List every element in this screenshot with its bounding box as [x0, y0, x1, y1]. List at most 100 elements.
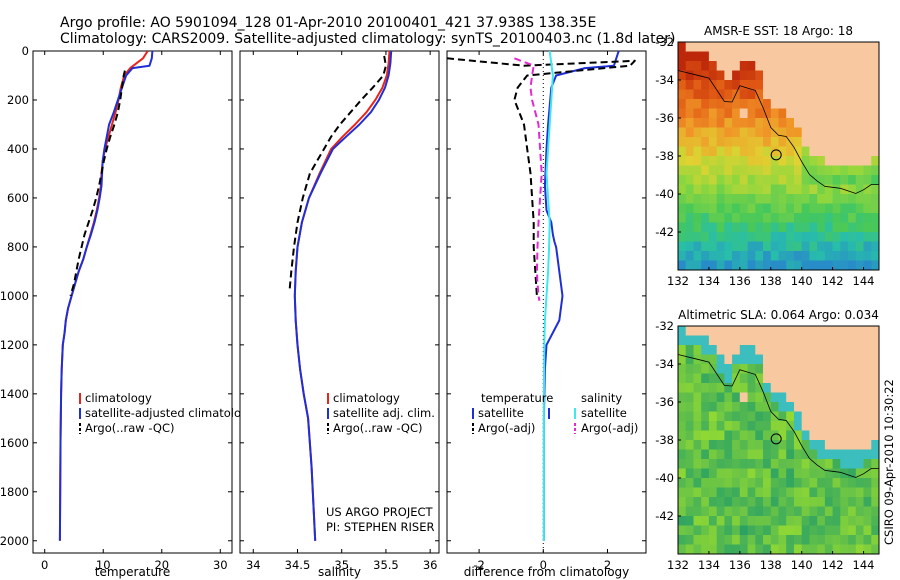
sla_map-cell — [786, 478, 795, 489]
sla_map-ytick-label--32: -32 — [655, 319, 674, 333]
sla_map-cell — [708, 383, 718, 394]
difference-xlabel: difference from climatology — [464, 565, 630, 579]
sla_map-cell — [817, 345, 826, 356]
sla_map-cell — [747, 459, 756, 470]
sla_map-cell — [708, 516, 718, 527]
sla_map-cell — [739, 383, 749, 394]
sla_map-cell — [701, 440, 710, 451]
sla_map-cell — [848, 525, 857, 536]
sla_map-cell — [848, 478, 857, 489]
sla_map-cell — [716, 478, 725, 489]
sla_map-cell — [832, 440, 841, 451]
sla_map-cell — [863, 430, 872, 441]
sla_map-cell — [778, 516, 787, 527]
sst_map-cell — [848, 156, 857, 167]
sla_map-cell — [817, 468, 826, 479]
sla_map-cell — [732, 326, 741, 337]
sla_map-cell — [863, 544, 872, 554]
sst_map-cell — [824, 156, 834, 167]
sst_map-cell — [840, 251, 849, 262]
sst_map-cell — [685, 127, 694, 138]
sla_map-cell — [739, 487, 749, 498]
sla_map-cell — [685, 354, 694, 365]
sst_map-cell — [817, 70, 826, 81]
sst_map-cell — [678, 61, 687, 72]
sst_map-cell — [809, 156, 818, 167]
sst_map-cell — [778, 232, 787, 243]
sst_map-cell — [747, 137, 756, 148]
sst_map-cell — [824, 232, 834, 243]
sla_map-cell — [739, 430, 749, 441]
sst_map-cell — [747, 70, 756, 81]
sla_map-cell — [848, 345, 857, 356]
sst_map-cell — [855, 260, 865, 270]
temperature-legend-label-0: climatology — [85, 391, 152, 405]
sst_map-cell — [786, 61, 795, 72]
sst_map-cell — [701, 80, 710, 91]
sst_map-cell — [724, 156, 733, 167]
sst_map-cell — [747, 260, 756, 270]
sla_map-cell — [716, 421, 725, 432]
sla_map-ytick-label--42: -42 — [655, 509, 674, 523]
sst_map-cell — [724, 146, 733, 157]
sst_map-cell — [801, 108, 810, 119]
sla_map-cell — [747, 449, 756, 460]
sla_map-cell — [863, 468, 872, 479]
sla_map-cell — [840, 497, 849, 508]
sst_map-cell — [778, 137, 787, 148]
sla_map-cell — [817, 402, 826, 413]
sla_map-cell — [724, 449, 733, 460]
sla_map-cell — [809, 373, 818, 384]
sst_map-cell — [840, 70, 849, 81]
sla_map-cell — [747, 430, 756, 441]
sla_map-cell — [855, 326, 865, 337]
sst_map-cell — [832, 118, 841, 129]
sst_map-cell — [693, 61, 702, 72]
sst_map-cell — [701, 108, 710, 119]
sst_map-cell — [716, 89, 725, 100]
sla_map-cell — [770, 354, 780, 365]
sst_map-cell — [871, 184, 879, 195]
sst_map-cell — [763, 70, 772, 81]
sst_map-cell — [685, 118, 694, 129]
sla_map-cell — [871, 449, 879, 460]
sst_map-cell — [739, 127, 749, 138]
sla_map-cell — [855, 468, 865, 479]
sla_map-cell — [786, 326, 795, 337]
sla_map-cell — [732, 392, 741, 403]
sla_map-cell — [678, 383, 687, 394]
sst_map-cell — [739, 241, 749, 252]
sla_map-cell — [693, 516, 702, 527]
sst_map-cell — [817, 251, 826, 262]
sst_map-cell — [855, 108, 865, 119]
sla_map-cell — [832, 487, 841, 498]
sla_map-cell — [739, 497, 749, 508]
depth-tick-label-1200: 1200 — [0, 338, 29, 352]
sla_map-cell — [724, 478, 733, 489]
sla_map-cell — [786, 506, 795, 517]
sst_map-cell — [801, 146, 810, 157]
sla_map-cell — [809, 497, 818, 508]
sst_map-cell — [685, 241, 694, 252]
sla_map-cell — [732, 506, 741, 517]
sst_map-cell — [794, 137, 803, 148]
sla_map-cell — [840, 478, 849, 489]
sst_map-cell — [848, 51, 857, 62]
sla_map-cell — [770, 421, 780, 432]
sla_map-cell — [678, 449, 687, 460]
sla_map-cell — [693, 497, 702, 508]
sla_map-cell — [832, 345, 841, 356]
sla_map-cell — [732, 516, 741, 527]
sst_map-cell — [855, 251, 865, 262]
sla_map-cell — [755, 544, 764, 554]
sla_map-cell — [763, 459, 772, 470]
sst_map-cell — [747, 51, 756, 62]
sla_map-cell — [809, 335, 818, 346]
sla_map-cell — [832, 449, 841, 460]
sst_map-cell — [770, 241, 780, 252]
sla_map-cell — [863, 497, 872, 508]
sla_map-cell — [739, 525, 749, 536]
salinity-series-group — [288, 51, 393, 541]
sst_map-cell — [708, 127, 718, 138]
